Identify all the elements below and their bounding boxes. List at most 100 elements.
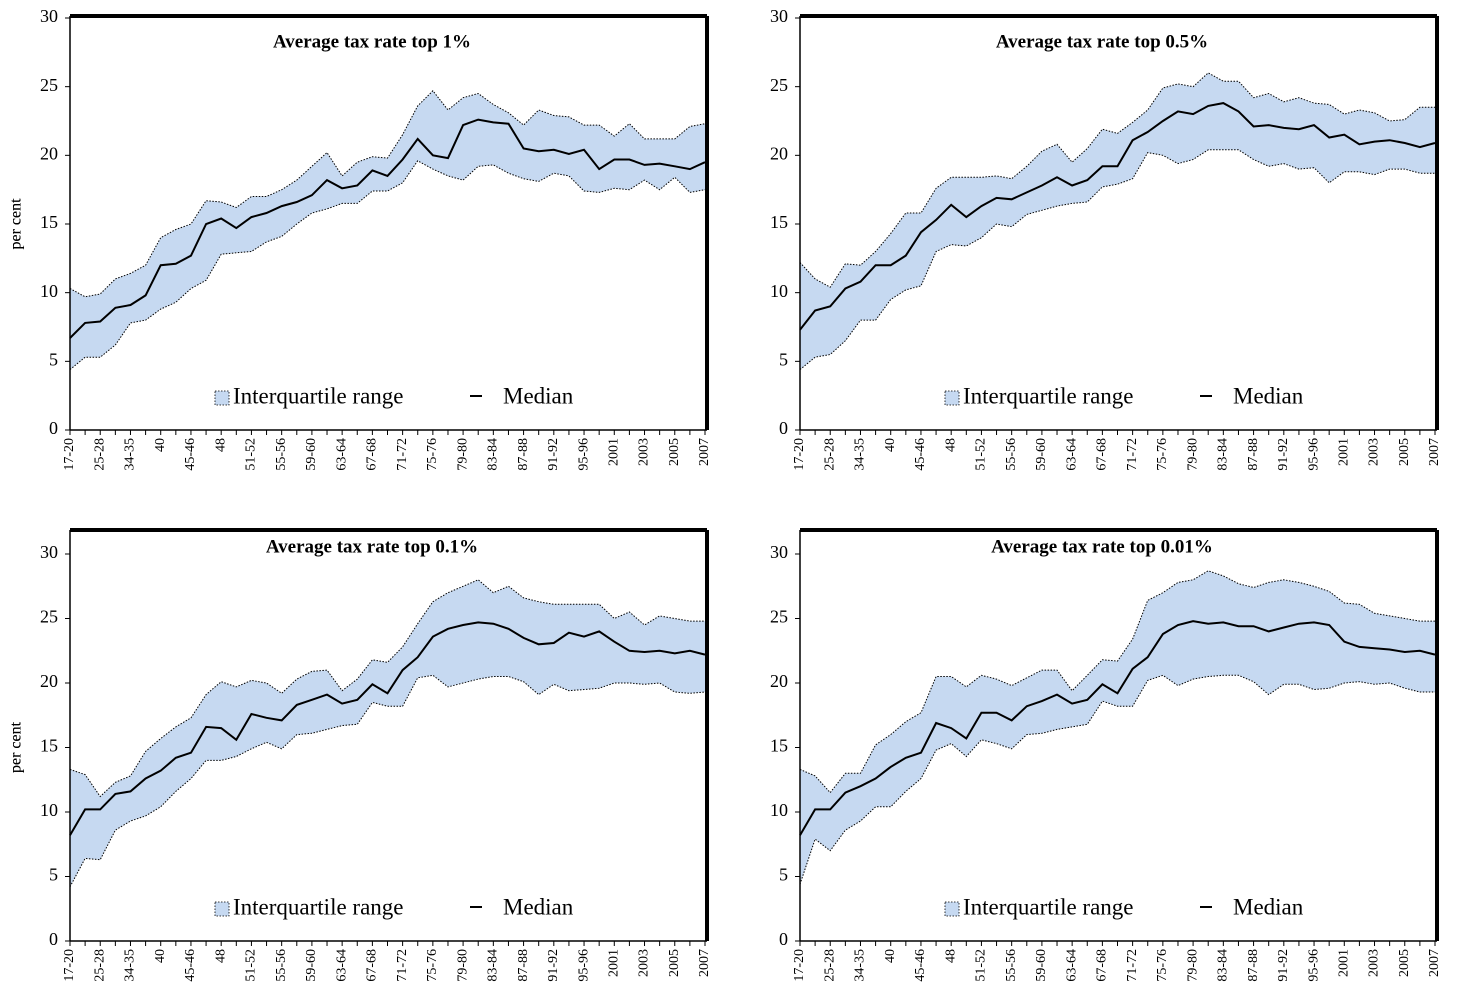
y-tick-label: 30 [40, 542, 58, 562]
x-tick-label: 2003 [1367, 438, 1382, 466]
chart-title: Average tax rate top 0.1% [266, 536, 478, 557]
y-tick-label: 10 [770, 281, 788, 301]
panel: 0 5 10 15 20 25 30 17-20 25-28 34-35 40 45-46 48 51-5… [8, 6, 713, 471]
x-tick-label: 79-80 [1185, 438, 1200, 471]
x-tick-label: 17-20 [792, 438, 807, 471]
x-tick-label: 17-20 [792, 949, 807, 982]
x-tick-label: 34-35 [123, 438, 138, 471]
x-tick-label: 59-60 [1034, 438, 1049, 471]
x-tick-label: 83-84 [486, 438, 501, 471]
iqr-lower-edge [69, 674, 706, 888]
x-tick-label: 87-88 [516, 438, 531, 471]
x-tick-label: 2005 [667, 949, 682, 977]
y-tick-label: 30 [40, 6, 58, 26]
iqr-band [70, 90, 705, 370]
iqr-upper-edge [69, 90, 706, 298]
x-tick-label: 45-46 [183, 949, 198, 982]
y-axis-label: per cent [8, 721, 25, 773]
legend-label: Interquartile range [233, 894, 404, 919]
chart-title: Average tax rate top 1% [273, 31, 471, 52]
y-tick-label: 5 [779, 865, 788, 885]
x-tick-label: 2007 [1427, 438, 1442, 466]
x-tick-label: 51-52 [974, 949, 989, 982]
x-tick-label: 63-64 [1064, 949, 1079, 982]
iqr-band [800, 72, 1435, 370]
x-tick-label: 71-72 [1125, 438, 1140, 471]
x-tick-label: 79-80 [1185, 949, 1200, 982]
x-tick-label: 48 [213, 949, 228, 963]
iqr-upper-edge [69, 579, 705, 798]
y-tick-label: 20 [770, 143, 788, 163]
legend-swatch [214, 390, 230, 406]
x-tick-label: 59-60 [1034, 949, 1049, 982]
y-tick-label: 15 [40, 212, 58, 232]
x-tick-label: 79-80 [455, 949, 470, 982]
legend-label: Interquartile range [963, 383, 1134, 408]
y-tick-label: 5 [49, 349, 58, 369]
x-tick-label: 63-64 [334, 438, 349, 471]
x-tick-label: 91-92 [546, 438, 561, 471]
x-tick-label: 2003 [637, 949, 652, 977]
x-tick-label: 75-76 [425, 949, 440, 982]
x-tick-label: 59-60 [304, 438, 319, 471]
y-tick-label: 0 [49, 418, 58, 438]
x-tick-label: 40 [883, 949, 898, 963]
y-tick-label: 10 [770, 800, 788, 820]
x-tick-label: 25-28 [822, 438, 837, 471]
iqr-band [70, 579, 705, 887]
y-tick-label: 25 [770, 607, 788, 627]
x-tick-label: 87-88 [516, 949, 531, 982]
x-tick-label: 91-92 [1276, 438, 1291, 471]
iqr-lower-edge [799, 149, 1435, 370]
legend-label: Median [1233, 894, 1304, 919]
x-tick-label: 71-72 [395, 949, 410, 982]
y-tick-label: 30 [770, 542, 788, 562]
x-tick-label: 91-92 [1276, 949, 1291, 982]
y-axis-label: per cent [8, 198, 25, 250]
x-tick-label: 95-96 [576, 438, 591, 471]
x-tick-label: 55-56 [1004, 438, 1019, 471]
x-tick-label: 2001 [1337, 438, 1352, 466]
x-tick-label: 71-72 [1125, 949, 1140, 982]
legend-label: Median [503, 894, 574, 919]
legend-swatch [944, 901, 960, 917]
x-tick-label: 79-80 [455, 438, 470, 471]
x-tick-label: 95-96 [576, 949, 591, 982]
x-tick-label: 40 [153, 949, 168, 963]
x-tick-label: 2005 [667, 438, 682, 466]
legend-label: Interquartile range [233, 383, 404, 408]
chart-title: Average tax rate top 0.01% [991, 536, 1213, 557]
x-tick-label: 25-28 [92, 949, 107, 982]
x-tick-label: 63-64 [1064, 438, 1079, 471]
median-line [799, 102, 1436, 331]
y-tick-label: 10 [40, 281, 58, 301]
x-tick-label: 2007 [697, 438, 712, 466]
y-tick-label: 25 [40, 75, 58, 95]
x-tick-label: 2007 [697, 949, 712, 977]
x-tick-label: 2003 [637, 438, 652, 466]
legend-label: Median [503, 383, 574, 408]
x-tick-label: 87-88 [1246, 949, 1261, 982]
x-tick-label: 17-20 [62, 949, 77, 982]
y-tick-label: 20 [40, 671, 58, 691]
x-tick-label: 34-35 [853, 438, 868, 471]
x-tick-label: 83-84 [486, 949, 501, 982]
y-tick-label: 0 [779, 929, 788, 949]
y-tick-label: 15 [770, 736, 788, 756]
x-tick-label: 95-96 [1306, 438, 1321, 471]
x-tick-label: 55-56 [274, 949, 289, 982]
x-tick-label: 67-68 [1095, 949, 1110, 982]
x-tick-label: 63-64 [334, 949, 349, 982]
x-tick-label: 55-56 [1004, 949, 1019, 982]
x-tick-label: 2001 [1337, 949, 1352, 977]
chart-title: Average tax rate top 0.5% [996, 31, 1208, 52]
x-tick-label: 2001 [607, 438, 622, 466]
y-axis-label: per cent [8, 721, 25, 773]
x-tick-label: 55-56 [274, 438, 289, 471]
panel: 0 5 10 15 20 25 30 17-20 25-28 34-35 40 45-46 48 51-5… [8, 528, 1442, 982]
x-tick-label: 45-46 [913, 438, 928, 471]
y-tick-label: 5 [49, 865, 58, 885]
x-tick-label: 51-52 [244, 949, 259, 982]
x-tick-label: 25-28 [92, 438, 107, 471]
